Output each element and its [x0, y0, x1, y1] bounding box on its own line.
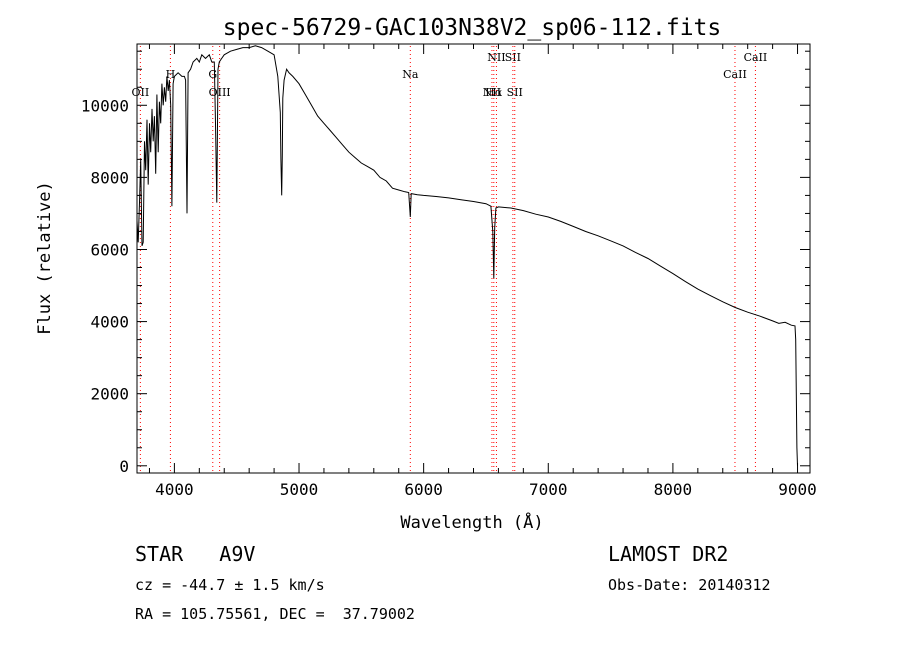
marker-label-oiii: OIII: [209, 86, 231, 99]
marker-label-nii: NII: [483, 86, 501, 99]
marker-label-oii: OII: [132, 86, 150, 99]
y-tick-label: 10000: [81, 96, 129, 115]
object-class: STAR A9V: [135, 542, 256, 566]
spectrum-line: [136, 45, 798, 466]
marker-label-h: H: [166, 68, 176, 81]
x-axis-label: Wavelength (Å): [400, 511, 543, 533]
marker-label-g: G: [208, 68, 217, 81]
y-tick-label: 2000: [90, 385, 129, 404]
obs-date: Obs-Date: 20140312: [608, 576, 771, 594]
marker-label-h: Hα: [485, 86, 503, 99]
y-tick-label: 0: [119, 457, 129, 476]
x-tick-label: 5000: [280, 480, 319, 499]
y-tick-label: 4000: [90, 313, 129, 332]
y-tick-label: 6000: [90, 240, 129, 259]
marker-label-sii: SII: [507, 86, 523, 99]
marker-label-sii: SII: [505, 51, 521, 64]
chart-title: spec-56729-GAC103N38V2_sp06-112.fits: [223, 15, 722, 41]
marker-label-nii: NII: [487, 51, 505, 64]
plot-frame: [136, 43, 811, 474]
y-axis-label: Flux (relative): [35, 181, 55, 335]
x-tick-label: 8000: [654, 480, 693, 499]
y-tick-label: 8000: [90, 168, 129, 187]
x-tick-label: 6000: [404, 480, 443, 499]
marker-label-na: Na: [402, 68, 419, 81]
x-tick-label: 9000: [778, 480, 817, 499]
marker-label-caii: CaII: [744, 51, 768, 64]
x-tick-label: 7000: [529, 480, 568, 499]
survey-name: LAMOST DR2: [608, 542, 729, 566]
coordinates: RA = 105.75561, DEC = 37.79002: [135, 605, 415, 623]
marker-label-caii: CaII: [723, 68, 747, 81]
redshift-cz: cz = -44.7 ± 1.5 km/s: [135, 576, 325, 594]
x-tick-label: 4000: [155, 480, 194, 499]
